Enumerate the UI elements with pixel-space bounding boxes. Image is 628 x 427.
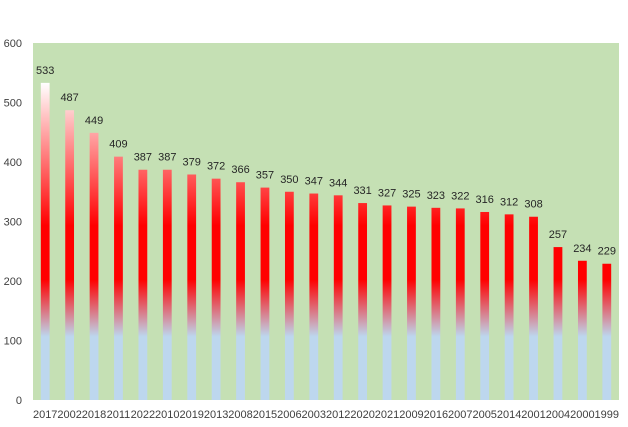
bar bbox=[529, 216, 538, 400]
data-label: 372 bbox=[207, 161, 225, 173]
y-tick-label: 600 bbox=[4, 38, 22, 50]
x-tick-label: 2013 bbox=[204, 409, 228, 421]
plot-area bbox=[33, 43, 619, 400]
bar bbox=[89, 132, 99, 400]
bar bbox=[211, 178, 221, 400]
x-tick-label: 2003 bbox=[302, 409, 326, 421]
data-label: 347 bbox=[305, 176, 323, 188]
y-tick-label: 500 bbox=[4, 98, 22, 110]
bar bbox=[260, 187, 270, 400]
bar bbox=[333, 195, 343, 400]
data-label: 322 bbox=[451, 190, 469, 202]
x-tick-label: 2002 bbox=[57, 409, 81, 421]
bar bbox=[553, 247, 563, 400]
data-label: 366 bbox=[231, 164, 249, 176]
x-tick-label: 2011 bbox=[107, 409, 131, 421]
bar bbox=[480, 211, 490, 400]
data-label: 350 bbox=[280, 174, 298, 186]
x-tick-label: 2015 bbox=[253, 409, 277, 421]
data-label: 379 bbox=[183, 156, 201, 168]
x-tick-label: 2004 bbox=[546, 409, 570, 421]
bar bbox=[284, 191, 294, 400]
data-label: 344 bbox=[329, 177, 347, 189]
y-axis: 0 100 200 300 400 500 600 bbox=[4, 38, 22, 407]
x-tick-label: 2019 bbox=[179, 409, 203, 421]
bar bbox=[65, 110, 75, 401]
y-tick-label: 0 bbox=[16, 395, 22, 407]
data-label: 229 bbox=[598, 246, 616, 258]
data-label: 323 bbox=[427, 190, 445, 202]
x-tick-label: 2016 bbox=[424, 409, 448, 421]
bar bbox=[602, 263, 612, 400]
data-label: 449 bbox=[85, 115, 103, 127]
data-labels: 533 487 449 409 387 387 379 372 366 357 350 347 344 3… bbox=[36, 65, 616, 258]
bar bbox=[431, 207, 441, 400]
bar bbox=[40, 82, 50, 401]
bar bbox=[138, 169, 148, 400]
bar bbox=[577, 260, 587, 400]
data-label: 331 bbox=[353, 185, 371, 197]
bar bbox=[309, 193, 319, 400]
data-label: 327 bbox=[378, 187, 396, 199]
bar bbox=[382, 205, 392, 400]
bar bbox=[407, 206, 416, 400]
x-tick-label: 2018 bbox=[82, 409, 106, 421]
x-tick-label: 2014 bbox=[497, 409, 521, 421]
data-label: 257 bbox=[549, 229, 567, 241]
data-label: 316 bbox=[476, 194, 494, 206]
data-label: 312 bbox=[500, 196, 518, 208]
data-label: 234 bbox=[573, 243, 591, 255]
x-tick-label: 2017 bbox=[33, 409, 57, 421]
data-label: 325 bbox=[402, 189, 420, 201]
data-label: 308 bbox=[524, 199, 542, 211]
data-label: 409 bbox=[109, 139, 127, 151]
bar bbox=[162, 169, 172, 400]
data-label: 387 bbox=[158, 152, 176, 164]
data-label: 533 bbox=[36, 65, 54, 77]
x-tick-label: 2010 bbox=[155, 409, 179, 421]
data-label: 387 bbox=[134, 152, 152, 164]
y-tick-label: 200 bbox=[4, 276, 22, 288]
bar bbox=[114, 156, 123, 400]
x-tick-label: 2007 bbox=[448, 409, 472, 421]
x-tick-label: 2009 bbox=[399, 409, 423, 421]
bar-series bbox=[40, 82, 612, 401]
bar bbox=[236, 182, 245, 400]
x-tick-label: 2021 bbox=[375, 409, 399, 421]
bar bbox=[358, 203, 368, 400]
y-tick-label: 400 bbox=[4, 157, 22, 169]
data-label: 357 bbox=[256, 170, 274, 182]
x-axis: 2017 2002 2018 2011 2022 2010 2019 2013 2008 2015… bbox=[33, 409, 619, 421]
x-tick-label: 2020 bbox=[350, 409, 374, 421]
bar bbox=[187, 174, 197, 400]
data-label: 487 bbox=[60, 92, 78, 104]
bar bbox=[455, 208, 465, 400]
x-tick-label: 1999 bbox=[595, 409, 619, 421]
x-tick-label: 2005 bbox=[472, 409, 496, 421]
x-tick-label: 2001 bbox=[521, 409, 545, 421]
x-tick-label: 2012 bbox=[326, 409, 350, 421]
bar bbox=[504, 214, 514, 400]
x-tick-label: 2008 bbox=[228, 409, 252, 421]
x-tick-label: 2022 bbox=[131, 409, 155, 421]
y-tick-label: 300 bbox=[4, 217, 22, 229]
x-tick-label: 2000 bbox=[570, 409, 594, 421]
y-tick-label: 100 bbox=[4, 336, 22, 348]
x-tick-label: 2006 bbox=[277, 409, 301, 421]
